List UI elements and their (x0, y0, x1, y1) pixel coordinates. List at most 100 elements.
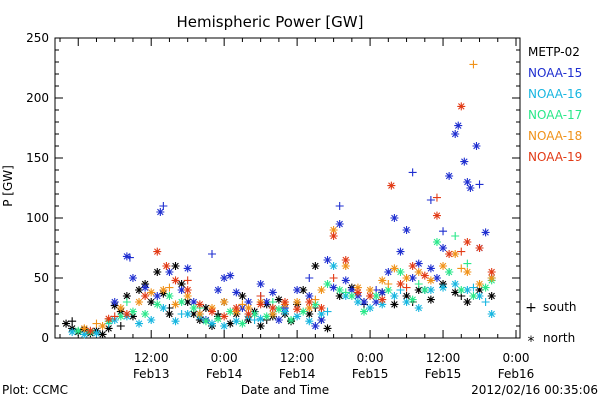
north-point (293, 305, 302, 314)
data-points (62, 60, 496, 339)
north-point (341, 256, 350, 264)
north-point (153, 268, 162, 276)
north-point (244, 304, 253, 312)
north-point (457, 102, 466, 111)
x-tick-date-label: Feb16 (498, 367, 535, 381)
north-point (305, 292, 314, 300)
north-point (341, 276, 350, 285)
timestamp: 2012/02/16 00:35:06 (471, 383, 598, 397)
y-tick-label: 150 (26, 151, 49, 165)
plot-credit: Plot: CCMC (2, 383, 68, 397)
north-point (445, 268, 454, 276)
x-tick-time-label: 12:00 (134, 351, 169, 365)
north-point (378, 300, 387, 309)
south-point (384, 280, 393, 288)
legend-entry-noaa-18: NOAA-18 (528, 129, 582, 143)
north-point (183, 264, 192, 273)
x-tick-date-label: Feb14 (206, 367, 243, 381)
north-point (92, 329, 101, 338)
north-point (220, 274, 229, 282)
north-point (469, 292, 478, 300)
x-tick-date-label: Feb15 (425, 367, 462, 381)
north-point (487, 292, 496, 300)
north-point (323, 324, 332, 333)
north-point (317, 310, 326, 318)
north-point (135, 286, 144, 294)
north-point (402, 292, 411, 300)
legend-entry-metp-02: METP-02 (528, 45, 580, 59)
x-tick-time-label: 12:00 (280, 351, 315, 365)
north-point (481, 283, 490, 292)
north-point (156, 208, 165, 216)
south-point (116, 322, 125, 330)
north-point (366, 292, 375, 300)
north-point (122, 292, 131, 300)
north-point (293, 298, 302, 306)
north-point (366, 304, 375, 312)
north-point (171, 262, 180, 270)
north-point (439, 283, 448, 292)
north-point (195, 310, 204, 318)
south-point (469, 60, 478, 69)
x-tick-time-label: 12:00 (426, 351, 461, 365)
north-point (317, 286, 326, 294)
south-point (323, 307, 332, 316)
legend-entry-noaa-15: NOAA-15 (528, 66, 582, 80)
north-point (189, 298, 198, 306)
north-point (256, 280, 265, 288)
north-point (414, 259, 423, 268)
north-point (475, 244, 484, 252)
south-point (159, 202, 168, 210)
north-point (220, 298, 229, 306)
north-point (414, 268, 423, 276)
north-point (329, 262, 338, 270)
axes: 0 50 100 150 200 250 12:00 Feb13 0:00 Feb14 12:00 F… (26, 31, 534, 381)
south-point (432, 193, 441, 202)
north-point (232, 288, 241, 297)
north-point (396, 247, 405, 256)
north-point (311, 262, 320, 270)
north-point (341, 262, 350, 270)
north-point (347, 292, 356, 300)
legend-entry-noaa-19: NOAA-19 (528, 150, 582, 164)
north-point (402, 298, 411, 306)
legend: METP-02 NOAA-15 NOAA-16 NOAA-17 NOAA-18 NOAA-… (525, 45, 582, 350)
north-point (256, 300, 265, 309)
north-point (98, 322, 107, 330)
north-point (384, 286, 393, 294)
south-point (165, 283, 174, 292)
north-point (244, 298, 253, 306)
y-axis-label: P [GW] (1, 165, 15, 207)
series-noaa-15 (110, 121, 496, 330)
south-point (256, 292, 265, 300)
north-point (226, 319, 235, 328)
north-point (183, 310, 192, 318)
north-point (463, 286, 472, 294)
north-point (329, 283, 338, 292)
north-point (445, 172, 454, 180)
north-point (147, 298, 156, 306)
y-tick-label: 100 (26, 211, 49, 225)
north-label: north (543, 331, 575, 345)
north-point (238, 319, 247, 328)
north-point (159, 304, 168, 312)
north-point (238, 292, 247, 300)
north-point (274, 316, 283, 324)
south-point (311, 295, 320, 304)
north-point (390, 264, 399, 273)
north-point (329, 226, 338, 234)
north-point (372, 298, 381, 306)
south-point (125, 253, 134, 262)
north-point (62, 319, 71, 328)
north-point (183, 286, 192, 294)
north-point (86, 326, 95, 335)
north-point (189, 304, 198, 312)
north-point (171, 317, 180, 326)
north-point (128, 307, 137, 316)
series-noaa-16 (68, 262, 496, 339)
north-point (201, 317, 210, 326)
chart-title: Hemispheric Power [GW] (177, 13, 364, 31)
north-point (274, 295, 283, 304)
south-point (329, 274, 338, 282)
north-point (177, 286, 186, 294)
